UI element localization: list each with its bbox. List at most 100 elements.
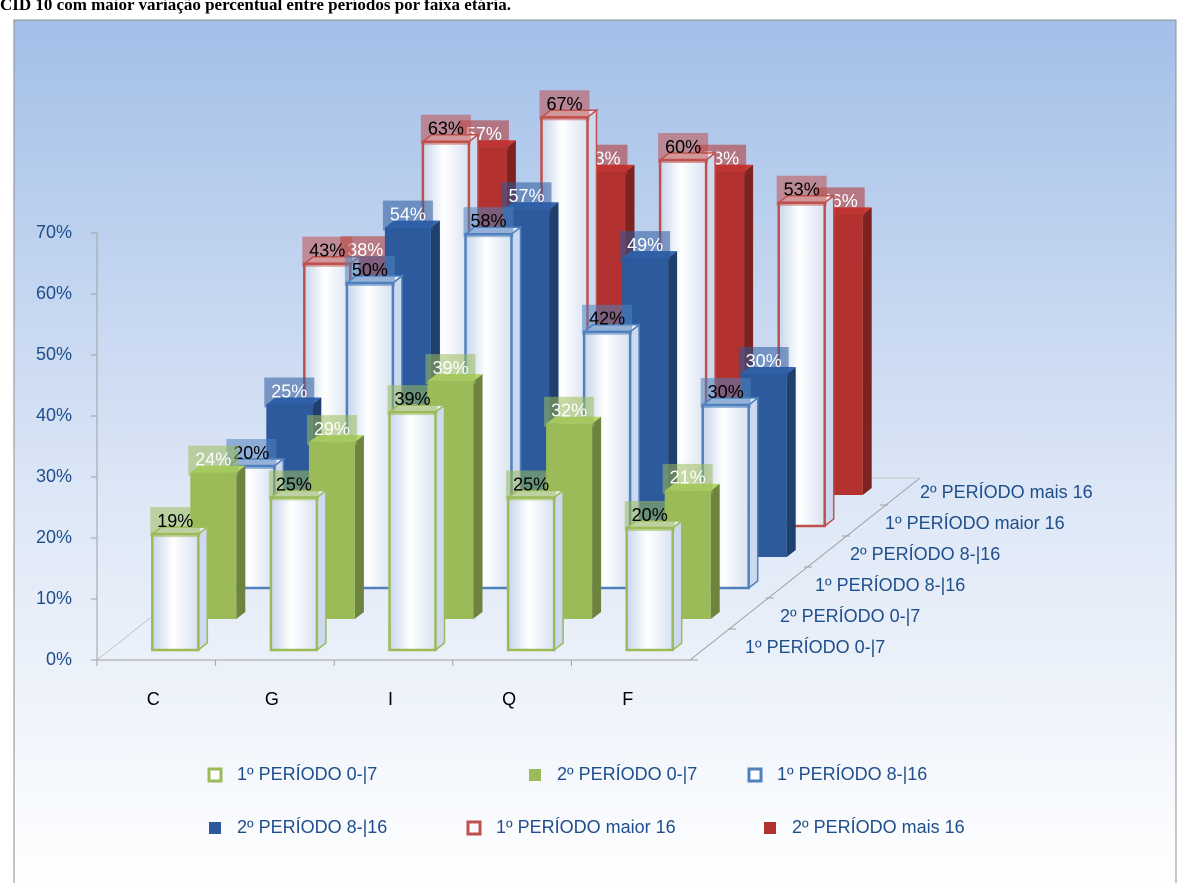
data-label: 25% <box>271 381 307 401</box>
y-tick-label: 10% <box>36 588 72 608</box>
legend-label: 1º PERÍODO 8-|16 <box>777 764 927 784</box>
bar <box>387 403 447 652</box>
data-label-box <box>738 347 789 377</box>
y-tick-label: 60% <box>36 283 72 303</box>
y-tick-label: 0% <box>46 649 72 669</box>
bar <box>268 488 329 652</box>
data-label: 53% <box>784 179 820 199</box>
data-label-box <box>582 304 633 335</box>
bar-side <box>434 403 446 652</box>
legend-label: 1º PERÍODO 0-|7 <box>237 764 377 784</box>
y-tick-label: 70% <box>36 222 72 242</box>
data-label-box <box>544 396 595 427</box>
legend-marker <box>747 767 763 783</box>
data-label-box <box>662 463 713 494</box>
data-label-box <box>776 175 827 206</box>
bar-side <box>553 488 564 652</box>
bar-side <box>316 488 327 652</box>
data-label: 63% <box>428 118 464 138</box>
data-label: 25% <box>276 474 312 494</box>
data-label-box <box>700 378 751 408</box>
bar-front <box>506 496 556 652</box>
bar-side <box>747 396 759 590</box>
data-label: 43% <box>309 240 345 260</box>
data-label: 25% <box>513 474 549 494</box>
data-label: 58% <box>470 211 506 231</box>
data-label-box <box>344 256 395 286</box>
data-label-box <box>382 200 433 231</box>
data-label: 19% <box>157 511 193 531</box>
bar-side <box>862 207 872 495</box>
bar-side <box>671 519 683 652</box>
data-label-box <box>463 207 514 238</box>
bar-side <box>236 465 246 619</box>
data-label: 54% <box>390 204 426 224</box>
y-tick-label: 40% <box>36 405 72 425</box>
bar <box>624 519 684 652</box>
data-label: 39% <box>432 358 468 378</box>
bar-side <box>197 525 209 652</box>
data-label-box <box>188 445 239 476</box>
chart-title: CID 10 com maior variação percentual ent… <box>0 0 511 14</box>
bar-side <box>786 367 796 557</box>
data-label-box <box>425 354 476 385</box>
legend-label: 2º PERÍODO 8-|16 <box>237 817 387 837</box>
data-label: 50% <box>352 260 388 280</box>
data-label: 30% <box>708 382 744 402</box>
data-label: 30% <box>746 351 782 371</box>
bar-side <box>473 374 483 619</box>
data-label-box <box>264 377 315 408</box>
bar <box>505 488 566 652</box>
data-label-box <box>150 507 201 538</box>
legend-marker <box>209 822 221 834</box>
legend-label: 2º PERÍODO 0-|7 <box>557 764 697 784</box>
data-label: 60% <box>665 137 701 157</box>
data-label: 32% <box>551 401 587 421</box>
data-label: 42% <box>589 309 625 329</box>
data-label-box <box>387 385 438 416</box>
data-label: 29% <box>314 419 350 439</box>
x-tick-label: Q <box>502 689 516 709</box>
depth-axis-label: 2º PERÍODO 8-|16 <box>850 544 1000 564</box>
bar-side <box>710 483 720 619</box>
bar-side <box>823 194 835 528</box>
data-label-box <box>620 231 671 262</box>
data-label: 49% <box>627 235 663 255</box>
data-label: 20% <box>233 443 269 463</box>
depth-axis-label: 1º PERÍODO 8-|16 <box>815 575 965 595</box>
legend-marker <box>207 767 223 783</box>
data-label: 67% <box>546 94 582 114</box>
legend-label: 1º PERÍODO maior 16 <box>496 817 676 837</box>
bar-side <box>592 416 602 619</box>
depth-axis-label: 1º PERÍODO maior 16 <box>885 513 1065 533</box>
bar-front <box>625 526 674 652</box>
x-tick-label: C <box>147 689 160 709</box>
bar-front <box>388 410 437 652</box>
bar <box>150 525 210 652</box>
x-tick-label: F <box>622 689 633 709</box>
x-tick-label: G <box>265 689 279 709</box>
data-label-box <box>658 133 709 163</box>
data-label-box <box>624 501 675 531</box>
bar-front <box>269 496 319 652</box>
depth-axis-label: 1º PERÍODO 0-|7 <box>745 637 885 657</box>
depth-axis-label: 2º PERÍODO mais 16 <box>920 482 1093 502</box>
y-tick-label: 30% <box>36 466 72 486</box>
legend-label: 2º PERÍODO mais 16 <box>792 817 965 837</box>
data-label-box <box>506 470 557 501</box>
legend-marker <box>764 822 776 834</box>
data-label: 39% <box>394 389 430 409</box>
data-label-box <box>306 415 357 446</box>
legend-marker <box>529 769 541 781</box>
data-label: 21% <box>670 468 706 488</box>
data-label-box <box>539 90 590 121</box>
bar-side <box>354 435 364 619</box>
data-label: 38% <box>347 240 383 260</box>
legend-marker <box>466 820 482 836</box>
depth-axis-label: 2º PERÍODO 0-|7 <box>780 606 920 626</box>
y-tick-label: 50% <box>36 344 72 364</box>
data-label-box <box>268 470 319 501</box>
x-tick-label: I <box>388 689 393 709</box>
